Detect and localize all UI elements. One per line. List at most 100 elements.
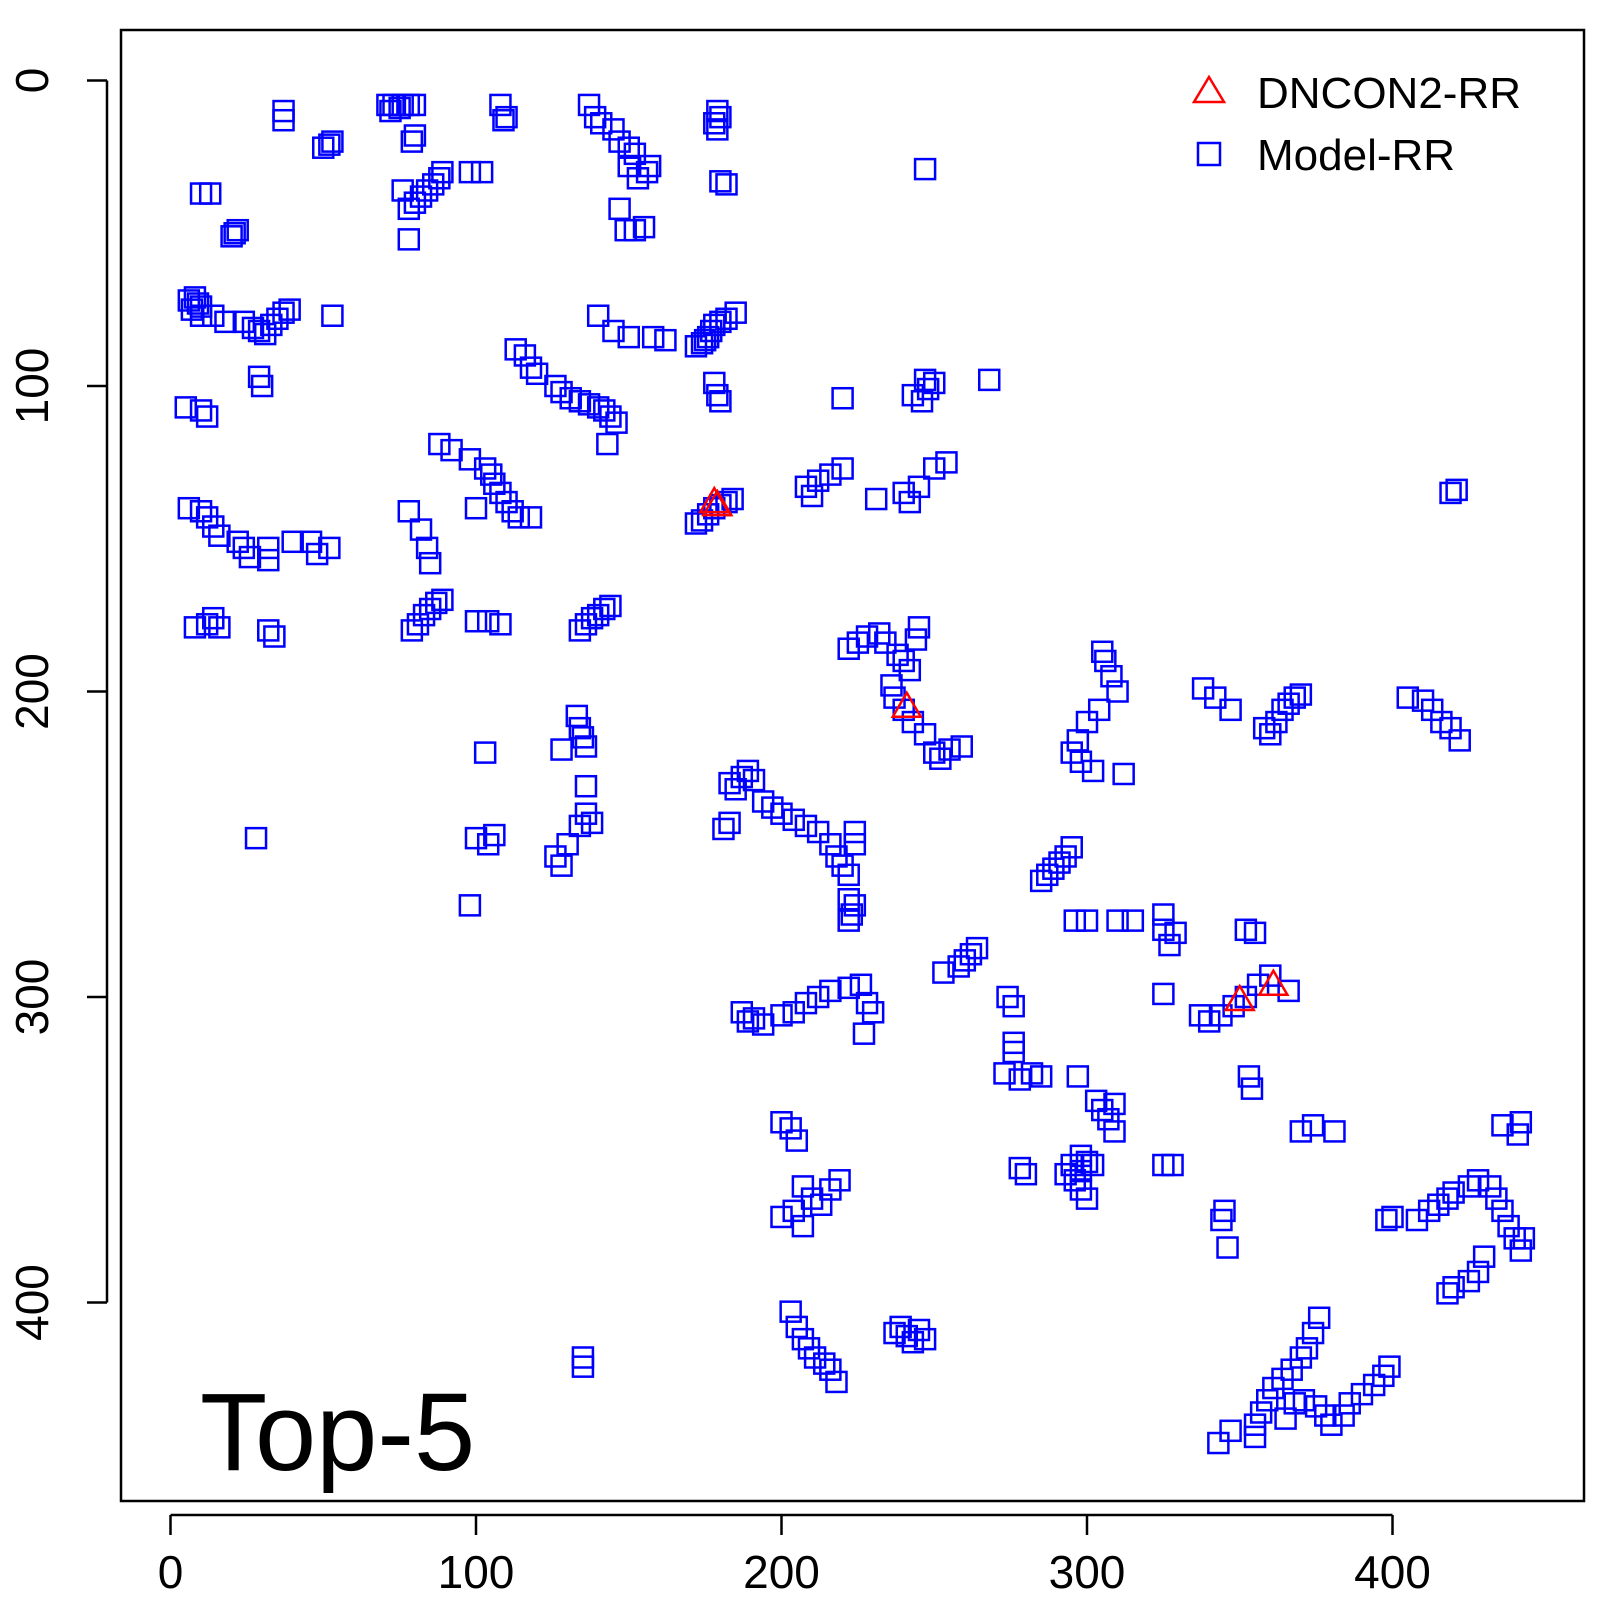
model-rr-point: [907, 616, 931, 639]
model-rr-point: [840, 903, 864, 926]
model-rr-point: [779, 1117, 802, 1140]
model-rr-point: [1103, 1120, 1126, 1143]
model-rr-point: [782, 808, 805, 832]
model-rr-point: [1436, 1282, 1459, 1305]
model-rr-point: [278, 298, 301, 321]
model-rr-point: [257, 536, 280, 560]
model-rr-point: [709, 105, 732, 129]
model-rr-point: [1002, 994, 1025, 1018]
model-rr-point: [1439, 481, 1462, 505]
model-rr-point: [913, 157, 937, 181]
model-rr-point: [599, 405, 622, 428]
model-rr-point: [1219, 1419, 1242, 1443]
model-rr-point: [932, 961, 955, 984]
model-rr-point: [895, 1324, 919, 1348]
model-rr-point: [198, 182, 222, 205]
model-rr-point: [244, 826, 268, 850]
model-rr-point: [770, 1004, 793, 1027]
model-rr-point: [641, 325, 665, 349]
model-rr-point: [880, 674, 903, 697]
y-tick-label: 400: [6, 1264, 58, 1341]
model-rr-point: [1002, 1040, 1025, 1064]
model-rr-point: [574, 774, 598, 798]
model-rr-point: [1255, 1389, 1279, 1412]
model-rr-point: [1509, 1111, 1533, 1134]
model-rr-point: [855, 625, 879, 648]
model-rr-point: [806, 820, 830, 844]
model-rr-point: [837, 976, 860, 1000]
model-rr-point: [837, 863, 860, 887]
model-rr-point: [1448, 729, 1471, 752]
model-rr-point: [1048, 851, 1071, 874]
model-rr-point: [703, 313, 726, 337]
model-rr-point: [1243, 1413, 1267, 1436]
model-rr-point: [299, 530, 323, 554]
model-rr-point: [959, 942, 983, 966]
model-rr-point: [923, 371, 946, 395]
panel-annotation: Top-5: [200, 1371, 475, 1494]
model-rr-point: [397, 197, 421, 221]
points-layer: [174, 93, 1536, 1455]
model-rr-point: [476, 609, 500, 633]
model-rr-point: [1029, 869, 1053, 893]
model-rr-point: [400, 619, 424, 642]
model-rr-point: [770, 1205, 793, 1229]
model-rr-point: [605, 411, 628, 434]
model-rr-point: [935, 451, 958, 474]
legend-label: DNCON2-RR: [1257, 69, 1521, 118]
model-rr-point: [1323, 1120, 1346, 1143]
model-rr-point: [318, 133, 341, 156]
model-rr-point: [1094, 649, 1117, 673]
model-rr-point: [1100, 664, 1123, 688]
model-rr-point: [950, 735, 973, 758]
model-rr-point: [709, 170, 732, 193]
model-rr-point: [489, 93, 512, 117]
model-rr-point: [977, 368, 1001, 392]
model-rr-point: [260, 313, 283, 337]
model-rr-point: [263, 625, 286, 648]
model-rr-point: [593, 597, 616, 621]
model-rr-point: [1472, 1245, 1496, 1268]
model-rr-point: [1152, 918, 1175, 942]
model-rr-point: [208, 616, 231, 639]
model-rr-point: [1081, 759, 1105, 783]
model-rr-point: [706, 99, 729, 123]
model-rr-point: [819, 1358, 842, 1381]
x-axis: 0 100 200 300 400: [158, 1513, 1431, 1598]
model-rr-point: [257, 619, 280, 642]
model-rr-point: [550, 738, 573, 761]
model-rr-point: [189, 304, 213, 327]
model-rr-point: [617, 136, 640, 159]
dncon2-rr-point: [701, 488, 734, 517]
model-rr-point: [602, 118, 625, 141]
model-rr-point: [1075, 909, 1099, 932]
model-rr-point: [507, 506, 531, 529]
model-rr-point: [794, 991, 818, 1015]
model-rr-point: [409, 518, 433, 541]
model-rr-point: [785, 1129, 809, 1152]
model-rr-point: [1466, 1169, 1490, 1192]
model-rr-point: [953, 949, 977, 972]
model-rr-point: [321, 130, 344, 153]
model-rr-point: [1213, 1199, 1236, 1223]
dncon2-rr-point: [1257, 968, 1290, 997]
model-rr-point: [458, 894, 482, 917]
model-rr-point: [1066, 729, 1090, 752]
x-tick-label: 200: [743, 1546, 820, 1598]
model-rr-point: [409, 185, 433, 208]
model-rr-point: [577, 93, 601, 117]
model-rr-point: [281, 530, 304, 554]
model-rr-point: [608, 197, 631, 221]
model-rr-point: [1161, 1153, 1184, 1177]
model-rr-point: [864, 487, 888, 511]
model-rr-point: [412, 603, 436, 627]
model-rr-point: [1152, 903, 1175, 926]
model-rr-point: [791, 1214, 815, 1238]
model-rr-point: [470, 160, 494, 184]
model-rr-point: [703, 371, 726, 395]
model-rr-point: [247, 319, 271, 343]
model-rr-point: [544, 374, 567, 398]
model-rr-point: [220, 225, 243, 248]
model-rr-point: [806, 469, 830, 492]
